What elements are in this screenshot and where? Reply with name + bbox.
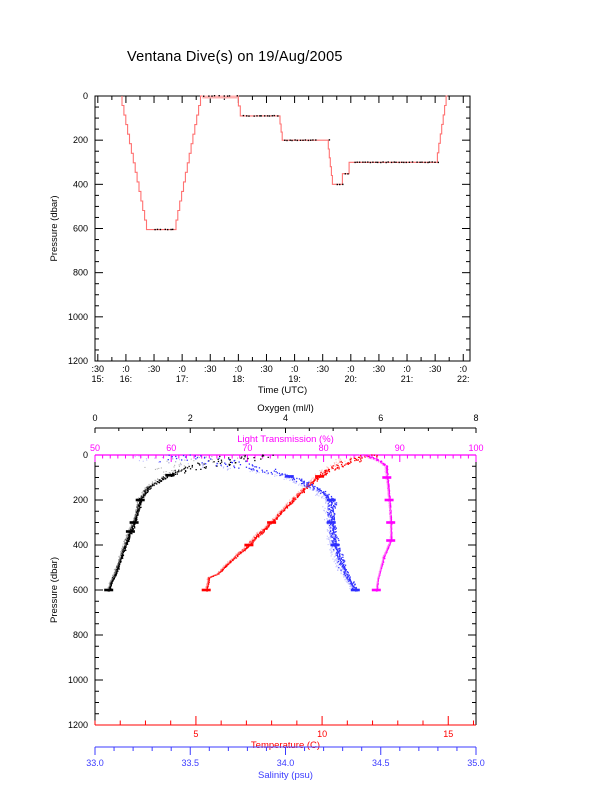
time-hour-label: 21: bbox=[401, 374, 414, 384]
pressure-tick-label: 800 bbox=[73, 268, 88, 278]
time-minute-label: :0 bbox=[291, 364, 299, 374]
temperature-profile bbox=[201, 454, 378, 592]
pressure-tick-label: 400 bbox=[73, 540, 88, 550]
temperature-profile-mark bbox=[267, 521, 277, 524]
time-hour-label: 16: bbox=[120, 374, 133, 384]
salinity-tick-label: 33.0 bbox=[86, 758, 104, 768]
light-tick-label: 90 bbox=[395, 443, 405, 453]
pressure-tick-label: 1000 bbox=[68, 312, 88, 322]
time-minute-label: :30 bbox=[92, 364, 105, 374]
oxygen-tick-label: 6 bbox=[378, 413, 383, 423]
oxygen-tick-label: 0 bbox=[92, 413, 97, 423]
page-title: Ventana Dive(s) on 19/Aug/2005 bbox=[127, 49, 343, 65]
temperature-profile-mark bbox=[315, 475, 325, 478]
oxygen-tick-label: 4 bbox=[283, 413, 288, 423]
oxygen-profile-mark bbox=[125, 530, 135, 533]
pressure-tick-label: 0 bbox=[83, 450, 88, 460]
pressure-tick-label: 1000 bbox=[68, 675, 88, 685]
light-transmission-profile-mark bbox=[386, 521, 396, 524]
pressure-axis-title: Pressure (dbar) bbox=[49, 196, 60, 262]
time-minute-label: :0 bbox=[178, 364, 186, 374]
depth-line bbox=[121, 95, 448, 231]
pressure-tick-label: 200 bbox=[73, 495, 88, 505]
salinity-axis-title: Salinity (psu) bbox=[258, 770, 313, 781]
light-axis-title: Light Transmission (%) bbox=[237, 434, 334, 445]
pressure-tick-label: 600 bbox=[73, 585, 88, 595]
time-axis-title: Time (UTC) bbox=[258, 385, 307, 396]
oxygen-profile-mark bbox=[104, 588, 114, 592]
pressure-tick-label: 400 bbox=[73, 179, 88, 189]
time-hour-label: 19: bbox=[288, 374, 301, 384]
light-tick-label: 70 bbox=[242, 443, 252, 453]
salinity-profile-mark bbox=[350, 588, 360, 592]
salinity-profile-mark bbox=[330, 543, 340, 547]
time-minute-label: :0 bbox=[235, 364, 243, 374]
time-minute-label: :0 bbox=[459, 364, 467, 374]
oxygen-tick-label: 8 bbox=[473, 413, 478, 423]
oxygen-profile-mark bbox=[129, 521, 139, 524]
salinity-profile bbox=[134, 454, 360, 592]
top-plot: :3015::016::30:017::30:018::30:019::30:0… bbox=[49, 91, 471, 396]
depth-time-trace bbox=[121, 95, 448, 231]
time-hour-label: 18: bbox=[232, 374, 245, 384]
light-tick-label: 100 bbox=[468, 443, 483, 453]
light-transmission-profile-mark bbox=[371, 588, 381, 592]
pressure-tick-label: 1200 bbox=[68, 356, 88, 366]
salinity-tick-label: 34.5 bbox=[372, 758, 390, 768]
temperature-axis-title: Temperature (C) bbox=[251, 740, 320, 751]
time-minute-label: :30 bbox=[148, 364, 161, 374]
time-hour-label: 15: bbox=[92, 374, 105, 384]
light-transmission-profile bbox=[359, 454, 396, 592]
temperature-profile-mark bbox=[201, 588, 211, 592]
light-transmission-profile-mark bbox=[384, 498, 394, 502]
temperature-tick-label: 5 bbox=[193, 729, 198, 739]
pressure-axis-title: Pressure (dbar) bbox=[49, 557, 60, 623]
salinity-profile-mark bbox=[326, 498, 336, 502]
time-hour-label: 20: bbox=[345, 374, 358, 384]
pressure-tick-label: 600 bbox=[73, 224, 88, 234]
light-tick-label: 80 bbox=[319, 443, 329, 453]
time-minute-label: :30 bbox=[260, 364, 273, 374]
salinity-tick-label: 34.0 bbox=[277, 758, 295, 768]
time-minute-label: :30 bbox=[316, 364, 329, 374]
bottom-plot: 0 200 400 600 800 1000 1200 Pressure (dbar) 0 2 4 6… bbox=[49, 403, 485, 781]
pressure-tick-label: 200 bbox=[73, 135, 88, 145]
time-axis: :3015::016::30:017::30:018::30:019::30:0… bbox=[92, 96, 470, 396]
light-tick-label: 60 bbox=[166, 443, 176, 453]
temperature-tick-label: 10 bbox=[317, 729, 327, 739]
time-minute-label: :0 bbox=[347, 364, 355, 374]
light-tick-label: 50 bbox=[90, 443, 100, 453]
pressure-axis-bottom: 0 200 400 600 800 1000 1200 Pressure (dbar) bbox=[49, 450, 477, 730]
temperature-tick-label: 15 bbox=[443, 729, 453, 739]
oxygen-profile bbox=[104, 454, 274, 592]
oxygen-axis: 0 2 4 6 8 Oxygen (ml/l) bbox=[92, 403, 479, 433]
oxygen-profile-mark bbox=[165, 473, 175, 477]
light-transmission-profile-mark bbox=[382, 476, 392, 479]
time-minute-label: :0 bbox=[403, 364, 411, 374]
pressure-tick-label: 1200 bbox=[68, 720, 88, 730]
time-minute-label: :30 bbox=[373, 364, 386, 374]
pressure-tick-label: 800 bbox=[73, 630, 88, 640]
time-minute-label: :30 bbox=[204, 364, 217, 374]
salinity-tick-label: 35.0 bbox=[467, 758, 485, 768]
salinity-axis: 33.0 33.5 34.0 34.5 35.0 Salinity (psu) bbox=[86, 746, 485, 781]
time-hour-label: 17: bbox=[176, 374, 189, 384]
temperature-axis: 5 10 15 Temperature (C) bbox=[94, 716, 476, 751]
time-minute-label: :0 bbox=[122, 364, 130, 374]
oxygen-profile-mark bbox=[135, 498, 145, 502]
salinity-tick-label: 33.5 bbox=[181, 758, 199, 768]
pressure-tick-label: 0 bbox=[83, 91, 88, 101]
time-minute-label: :30 bbox=[429, 364, 442, 374]
oxygen-tick-label: 2 bbox=[188, 413, 193, 423]
time-hour-label: 22: bbox=[457, 374, 470, 384]
light-transmission-profile-mark bbox=[386, 539, 396, 542]
salinity-profile-mark bbox=[326, 521, 336, 524]
salinity-profile-mark bbox=[284, 475, 294, 478]
temperature-profile-mark bbox=[244, 543, 254, 547]
oxygen-axis-title: Oxygen (ml/l) bbox=[257, 403, 313, 414]
pressure-axis-top: 0 200 400 600 800 1000 1200 Pressure (dbar) bbox=[49, 91, 470, 366]
light-transmission-axis: 50 60 70 80 90 100 Light Transmission (%) bbox=[90, 434, 484, 462]
